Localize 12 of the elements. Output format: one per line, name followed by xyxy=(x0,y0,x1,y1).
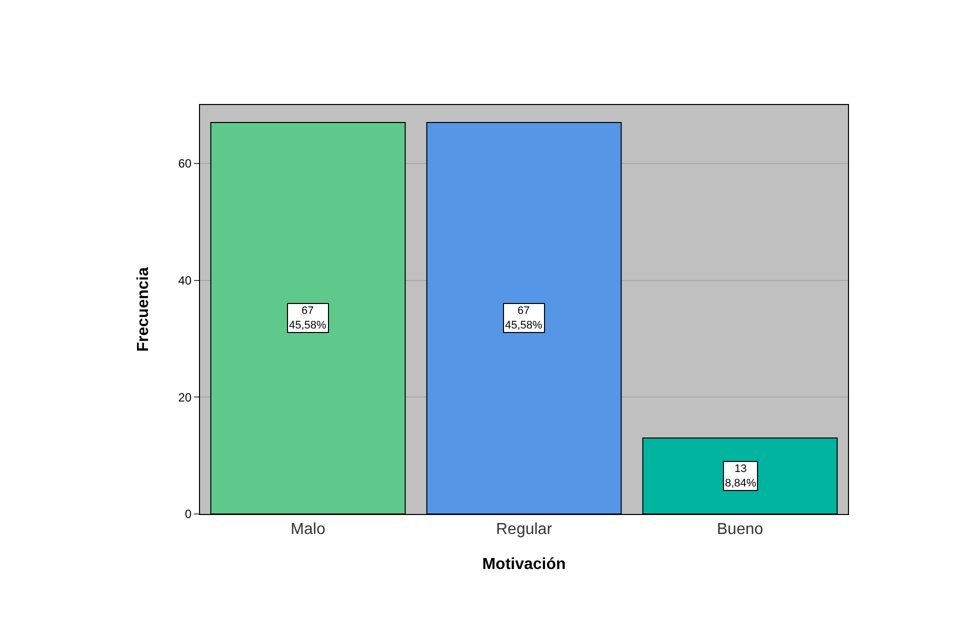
data-label: 13 8,84% xyxy=(725,463,756,490)
y-axis-title: Frecuencia xyxy=(135,267,152,352)
data-label: 67 45,58% xyxy=(289,305,327,332)
x-tick-label: Malo xyxy=(290,521,326,538)
x-tick-label: Regular xyxy=(496,521,553,538)
x-tick-label: Bueno xyxy=(716,521,764,538)
y-tick-label: 40 xyxy=(178,273,192,288)
data-label: 67 45,58% xyxy=(505,305,543,332)
y-tick-label: 20 xyxy=(178,390,192,404)
y-tick-label: 60 xyxy=(178,156,192,171)
x-axis-title: Motivación xyxy=(482,556,566,573)
y-tick-label: 0 xyxy=(184,507,192,522)
